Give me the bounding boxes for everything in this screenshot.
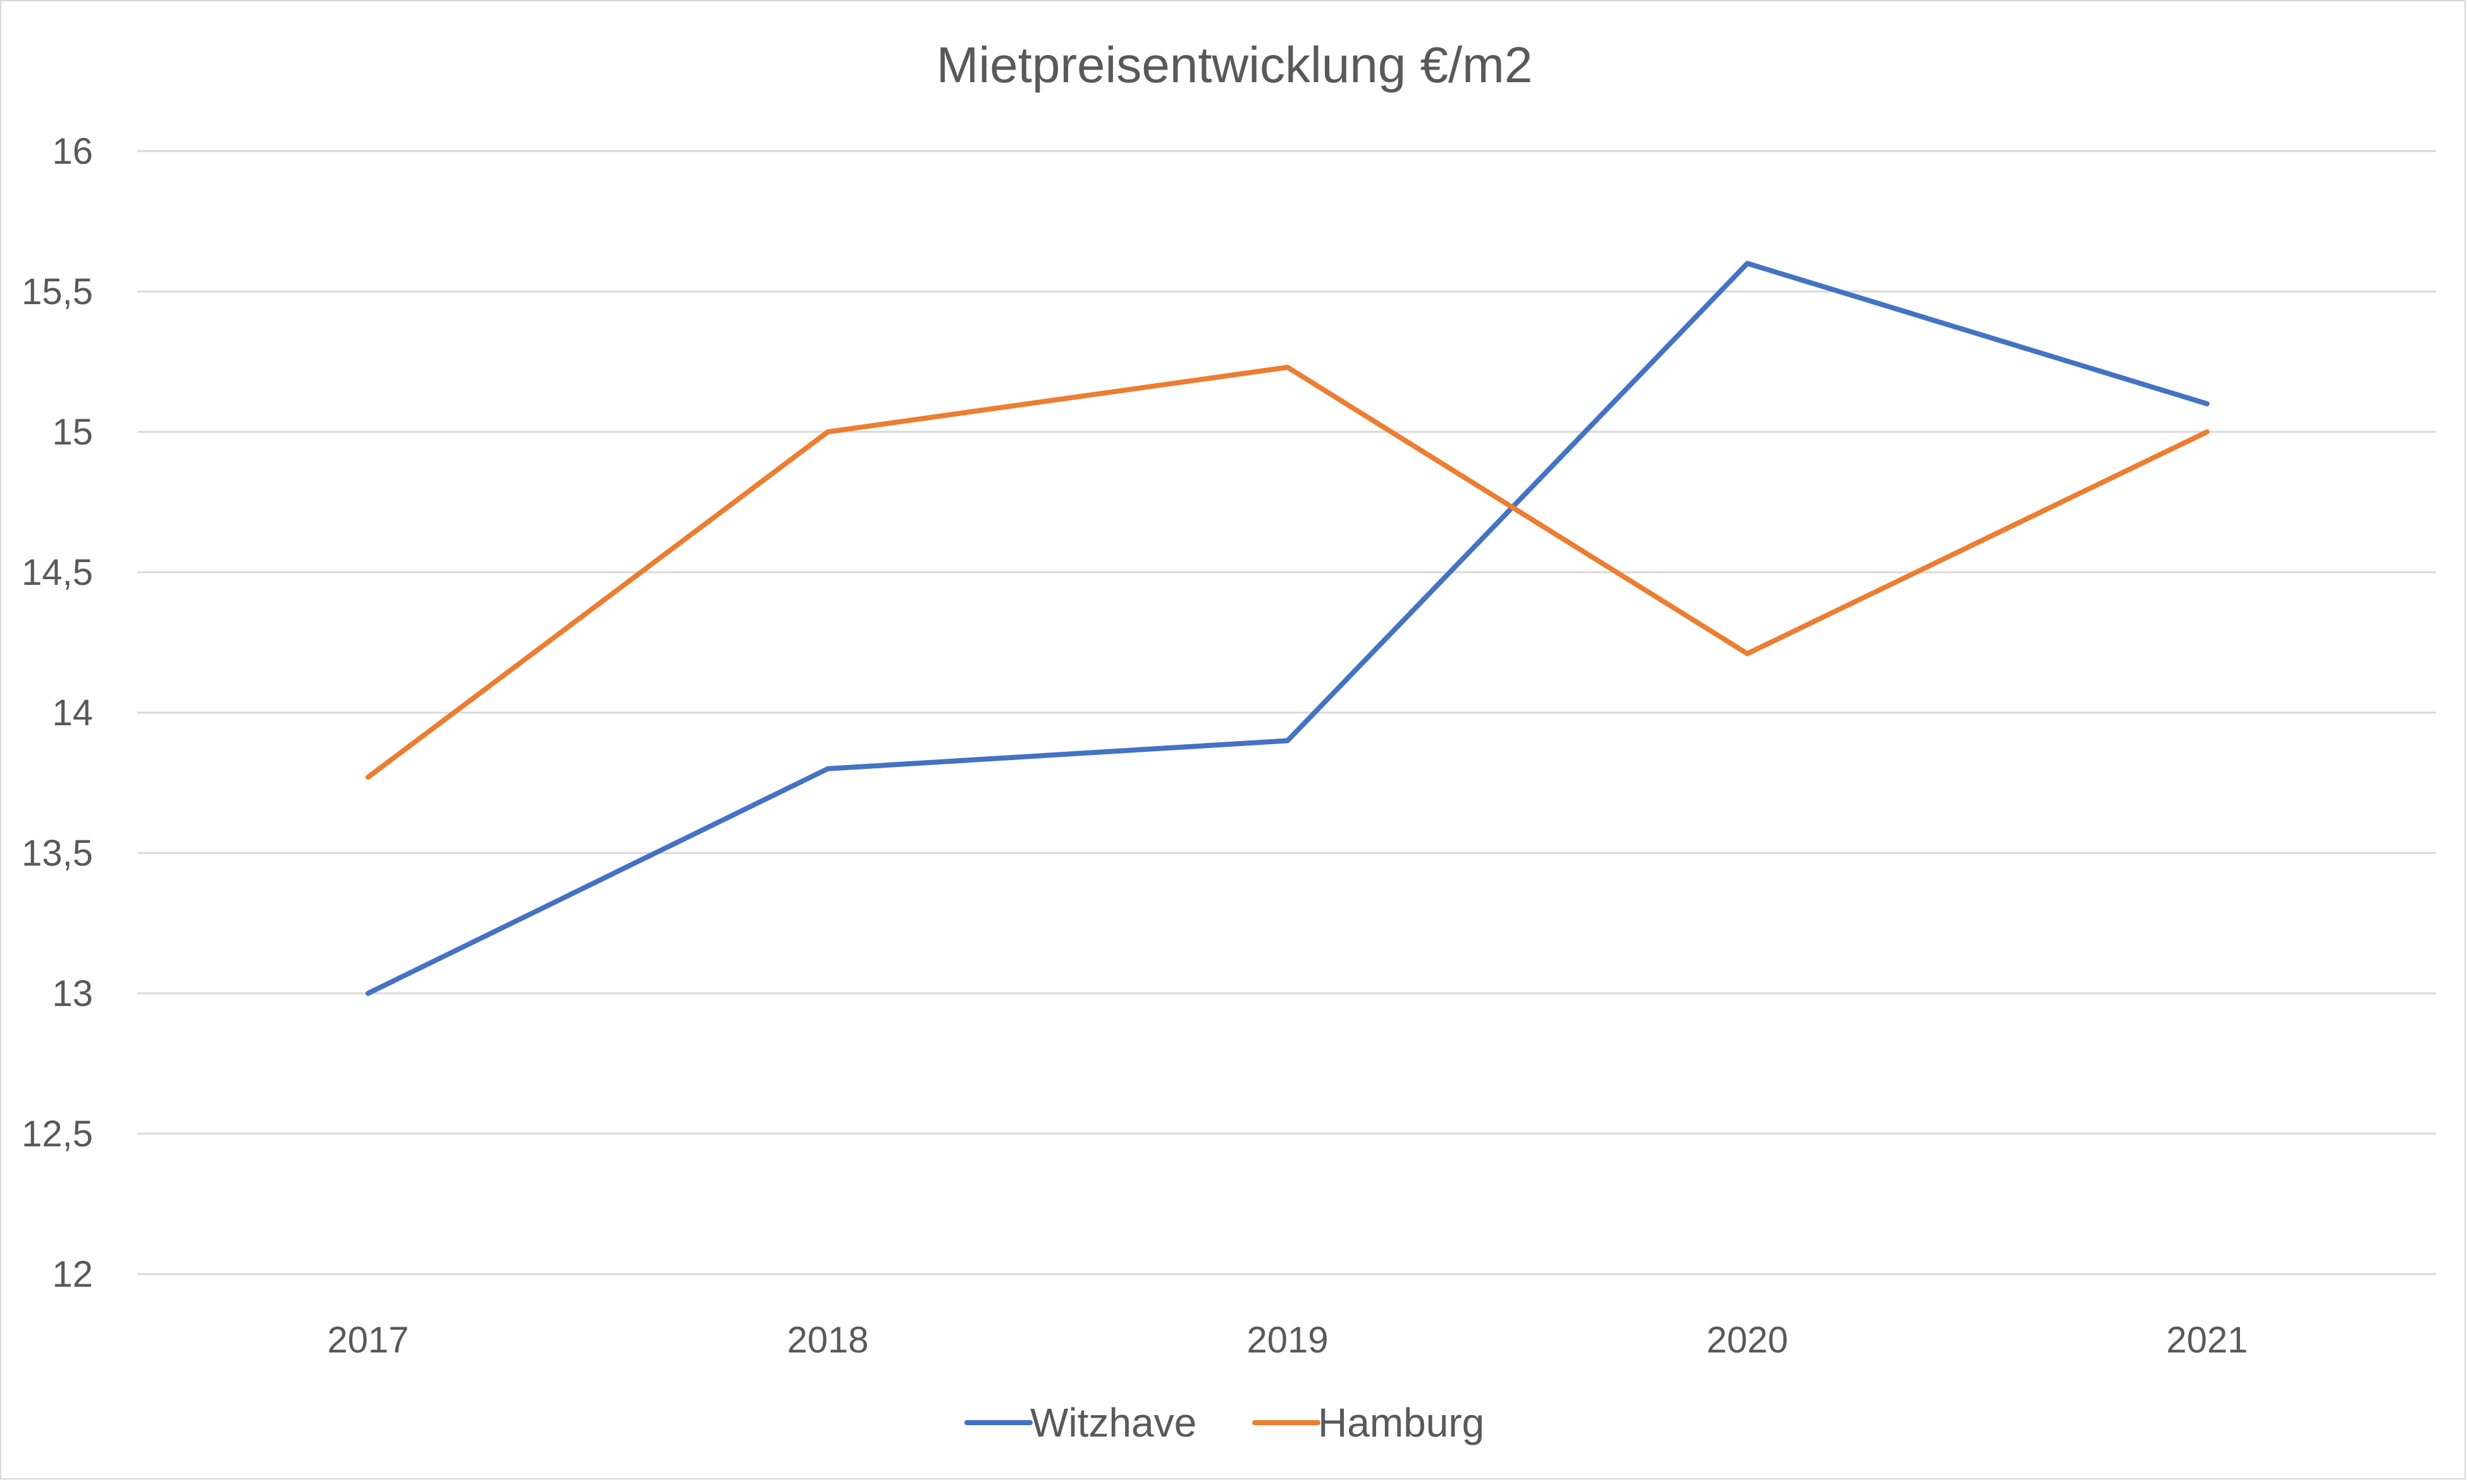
legend-label: Witzhave xyxy=(1030,1400,1197,1445)
gridlines xyxy=(137,150,2436,1275)
legend-label: Hamburg xyxy=(1318,1400,1484,1445)
x-tick-label: 2019 xyxy=(1246,1320,1328,1361)
y-tick-label: 12 xyxy=(52,1254,93,1295)
legend: Witzhave Hamburg xyxy=(964,1400,1484,1445)
x-tick-label: 2021 xyxy=(2166,1320,2248,1361)
y-tick-label: 15 xyxy=(52,412,93,453)
x-tick-label: 2017 xyxy=(327,1320,409,1361)
y-tick-label: 15,5 xyxy=(22,271,93,312)
y-tick-label: 14,5 xyxy=(22,552,93,593)
y-tick-label: 12,5 xyxy=(22,1113,93,1155)
y-tick-label: 13,5 xyxy=(22,833,93,874)
x-axis-ticks: 2017 2018 2019 2020 2021 xyxy=(327,1320,2248,1361)
series-line-hamburg xyxy=(366,364,2210,780)
y-tick-label: 13 xyxy=(52,973,93,1014)
series-line-witzhave xyxy=(366,261,2210,996)
y-tick-label: 16 xyxy=(52,131,93,172)
y-axis-ticks: 12 12,5 13 13,5 14 14,5 15 15,5 16 xyxy=(22,131,93,1295)
x-tick-label: 2020 xyxy=(1706,1320,1788,1361)
series-lines xyxy=(366,261,2210,996)
y-tick-label: 14 xyxy=(52,692,93,733)
x-tick-label: 2018 xyxy=(787,1320,868,1361)
chart-title: Mietpreisentwicklung €/m2 xyxy=(937,37,1533,93)
